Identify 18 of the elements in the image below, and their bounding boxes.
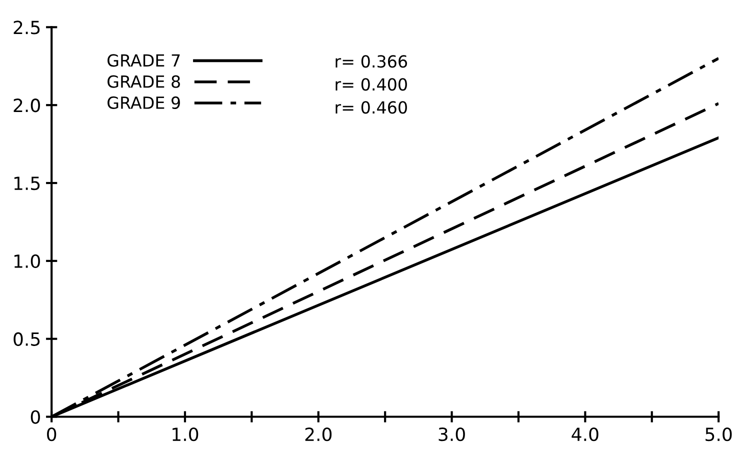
annotation: r= 0.460 [336,101,407,114]
x-tick-label: 3.0 [438,427,465,442]
x-tick-label: 4.0 [572,427,598,442]
y-tick-label: 2.0 [14,98,40,112]
annotation: r= 0.366 [336,55,408,68]
y-tick-label: 1.0 [14,254,40,268]
legend-label: GRADE 8 [108,75,180,88]
x-tick-label: 2.0 [305,427,332,442]
legend-label: GRADE 7 [108,54,180,67]
annotation: r= 0.400 [336,78,407,91]
legend-label: GRADE 9 [108,96,180,110]
x-tick-label: 1.0 [172,427,198,442]
x-tick-label: 5.0 [706,427,732,442]
x-tick-label: 0 [47,427,56,442]
y-tick-label: 2.5 [14,20,40,34]
y-tick-label: 0 [30,410,40,424]
y-tick-label: 0.5 [14,332,40,346]
y-tick-label: 1.5 [14,176,40,190]
